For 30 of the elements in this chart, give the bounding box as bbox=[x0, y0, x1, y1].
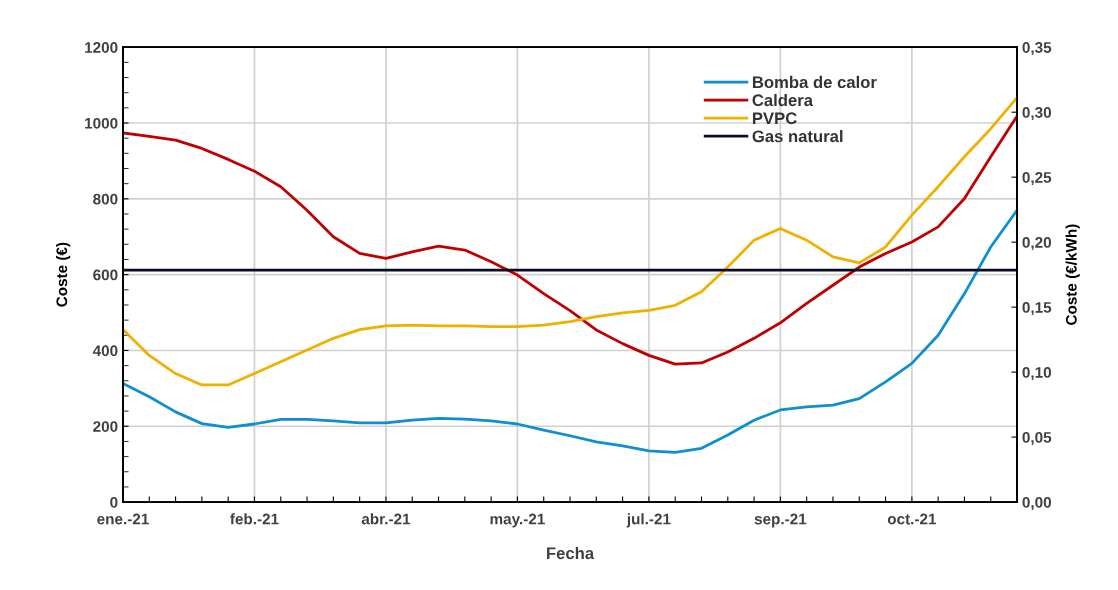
y-tick-label: 800 bbox=[93, 193, 118, 205]
y-tick-label: 0 bbox=[110, 496, 118, 508]
y-axis-title: Coste (€) bbox=[56, 242, 71, 307]
y2-tick-label: 0,05 bbox=[1022, 431, 1052, 446]
y2-tick-label: 0,25 bbox=[1022, 172, 1052, 186]
y-tick-label: 200 bbox=[93, 421, 118, 432]
x-tick-label: ene.-21 bbox=[97, 513, 149, 525]
legend-label: PVPC bbox=[752, 112, 797, 125]
y2-tick-label: 0,20 bbox=[1022, 237, 1052, 251]
y-tick-label: 1200 bbox=[85, 42, 118, 53]
line-series bbox=[122, 208, 1018, 454]
y2-tick-label: 0,00 bbox=[1022, 496, 1052, 510]
y-tick-label: 1000 bbox=[85, 117, 118, 129]
y2-tick-label: 0,35 bbox=[1022, 42, 1052, 56]
y-tick-label: 400 bbox=[92, 345, 118, 357]
legend-label: Caldera bbox=[752, 93, 814, 107]
x-tick-label: oct.-21 bbox=[887, 513, 937, 525]
y2-axis-title: Coste (€/kWh) bbox=[1065, 224, 1080, 325]
y2-tick-label: 0,10 bbox=[1022, 366, 1052, 381]
x-tick-label: may.-21 bbox=[490, 513, 545, 528]
legend-label: Bomba de calor bbox=[752, 75, 877, 89]
x-tick-label: sep.-21 bbox=[754, 513, 807, 528]
x-tick-label: abr.-21 bbox=[361, 513, 411, 525]
y2-tick-label: 0,15 bbox=[1022, 302, 1052, 316]
x-axis-title: Fecha bbox=[547, 546, 595, 560]
y-tick-label: 600 bbox=[93, 269, 118, 281]
x-tick-label: jul.-21 bbox=[626, 513, 671, 528]
y2-tick-label: 0,30 bbox=[1022, 107, 1052, 121]
x-tick-label: feb.-21 bbox=[230, 513, 279, 525]
legend-label: Gas natural bbox=[752, 129, 843, 143]
